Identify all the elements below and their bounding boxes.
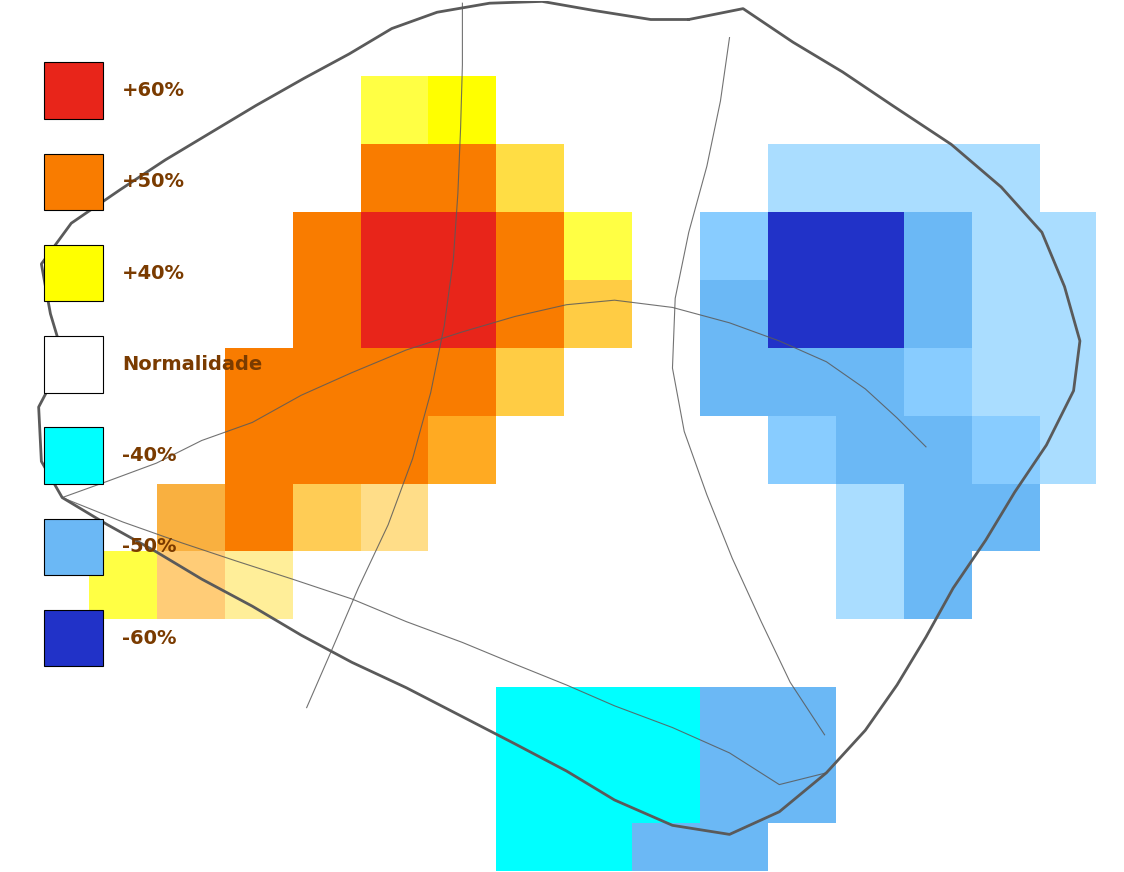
Bar — [225, 348, 292, 416]
Polygon shape — [38, 2, 1080, 835]
Bar — [768, 755, 836, 823]
Bar — [89, 551, 157, 619]
Bar — [361, 416, 428, 484]
Bar — [836, 280, 904, 348]
Bar — [700, 280, 768, 348]
Bar — [972, 212, 1040, 280]
Bar — [292, 348, 361, 416]
Bar — [768, 212, 836, 280]
Bar — [428, 76, 497, 144]
Bar — [361, 280, 428, 348]
Bar — [361, 348, 428, 416]
Bar — [700, 212, 768, 280]
Bar — [836, 144, 904, 212]
Bar — [972, 348, 1040, 416]
Bar — [225, 484, 292, 551]
Bar — [497, 823, 564, 872]
Bar — [1040, 348, 1107, 416]
Bar — [632, 687, 700, 755]
Bar — [428, 280, 497, 348]
Text: -60%: -60% — [121, 629, 176, 648]
Bar — [768, 416, 836, 484]
Bar — [497, 755, 564, 823]
Bar — [497, 687, 564, 755]
Bar — [564, 755, 632, 823]
Bar — [836, 416, 904, 484]
Bar — [292, 416, 361, 484]
Bar — [700, 348, 768, 416]
Bar — [292, 280, 361, 348]
Bar — [428, 144, 497, 212]
Text: Normalidade: Normalidade — [121, 355, 262, 374]
Text: +60%: +60% — [121, 81, 184, 100]
Bar — [972, 280, 1040, 348]
Text: -50%: -50% — [121, 537, 176, 556]
Bar — [1040, 280, 1107, 348]
Bar — [225, 416, 292, 484]
Bar — [904, 484, 972, 551]
Bar — [44, 245, 102, 301]
Bar — [564, 687, 632, 755]
Bar — [292, 212, 361, 280]
Text: -40%: -40% — [121, 446, 176, 465]
Bar — [1040, 212, 1107, 280]
Bar — [1040, 416, 1107, 484]
Bar — [972, 484, 1040, 551]
Bar — [497, 280, 564, 348]
Bar — [632, 823, 700, 872]
Bar — [836, 551, 904, 619]
Bar — [904, 551, 972, 619]
Bar — [564, 280, 632, 348]
Bar — [632, 755, 700, 823]
Bar — [361, 76, 428, 144]
Bar — [44, 427, 102, 484]
Bar — [700, 755, 768, 823]
Bar — [292, 484, 361, 551]
Bar — [44, 610, 102, 666]
Bar — [904, 144, 972, 212]
Text: +40%: +40% — [121, 263, 184, 283]
Bar — [904, 348, 972, 416]
Bar — [428, 212, 497, 280]
Bar — [700, 687, 768, 755]
Bar — [836, 484, 904, 551]
Bar — [44, 153, 102, 210]
Bar — [768, 280, 836, 348]
Bar — [157, 484, 225, 551]
Bar — [836, 212, 904, 280]
Bar — [361, 212, 428, 280]
Bar — [972, 416, 1040, 484]
Bar — [768, 144, 836, 212]
Bar — [44, 519, 102, 575]
Bar — [564, 212, 632, 280]
Bar — [497, 348, 564, 416]
Bar — [836, 348, 904, 416]
Bar — [44, 62, 102, 119]
Bar — [157, 551, 225, 619]
Bar — [768, 687, 836, 755]
Bar — [768, 348, 836, 416]
Bar — [904, 212, 972, 280]
Bar — [564, 823, 632, 872]
Bar — [428, 416, 497, 484]
Bar — [972, 144, 1040, 212]
Text: +50%: +50% — [121, 173, 184, 191]
Bar — [497, 144, 564, 212]
Bar — [700, 823, 768, 872]
Bar — [44, 336, 102, 392]
Bar — [361, 144, 428, 212]
Bar — [361, 484, 428, 551]
Bar — [225, 551, 292, 619]
Bar — [904, 280, 972, 348]
Bar — [904, 416, 972, 484]
Bar — [428, 348, 497, 416]
Bar — [497, 212, 564, 280]
